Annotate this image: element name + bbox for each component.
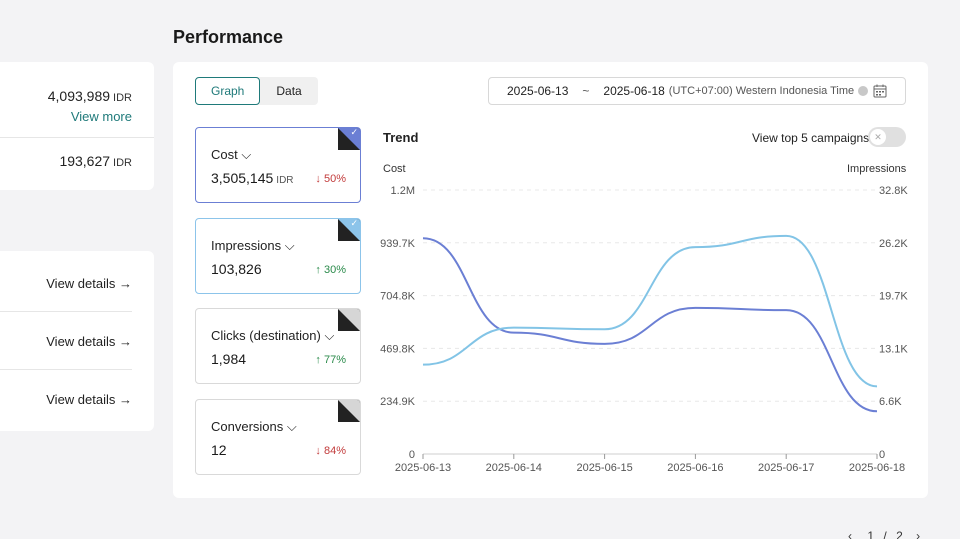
details-card: View details → View details → View detai…: [0, 251, 154, 431]
metric-label: Clicks (destination) ⌵: [211, 328, 334, 344]
metric-change: ↑ 30%: [315, 264, 346, 276]
view-details-link-1[interactable]: View details →: [46, 276, 132, 291]
x-tick-label: 2025-06-13: [395, 462, 451, 474]
selected-corner: [338, 128, 360, 150]
page-title: Performance: [173, 27, 284, 47]
x-tick-label: 2025-06-14: [486, 462, 542, 474]
y-right-tick-label: 19.7K: [879, 291, 908, 303]
chevron-down-icon: ⌵: [241, 147, 252, 162]
metric-card-clicks[interactable]: Clicks (destination) ⌵ 1,984 ↑ 77%: [195, 308, 361, 384]
metric-card-cost[interactable]: ✓ Cost ⌵ 3,505,145 IDR ↓ 50%: [195, 127, 361, 203]
metric-value: 103,826: [211, 261, 262, 277]
view-details-link-3[interactable]: View details →: [46, 392, 132, 407]
metric-change: ↑ 77%: [315, 354, 346, 366]
divider: [0, 137, 154, 138]
check-icon: ✓: [350, 127, 358, 137]
metric-label: Impressions ⌵: [211, 238, 295, 254]
y-axis-left-label: Cost: [383, 163, 406, 175]
total-pages: 2: [896, 529, 903, 539]
metric-label: Cost ⌵: [211, 147, 251, 163]
chevron-down-icon: ⌵: [324, 328, 335, 343]
metric-value-text: 1,984: [211, 351, 247, 367]
divider: [0, 311, 132, 312]
summary-second-unit: IDR: [113, 157, 132, 169]
tab-graph[interactable]: Graph: [195, 77, 261, 105]
metric-label-text: Impressions: [211, 238, 282, 253]
y-right-tick-label: 26.2K: [879, 238, 908, 250]
close-icon: ✕: [870, 129, 886, 145]
summary-top-amount: 4,093,989: [47, 88, 111, 104]
summary-top-unit: IDR: [113, 92, 132, 104]
y-right-tick-label: 0: [879, 449, 885, 461]
series-line-impressions: [422, 234, 878, 388]
metric-value: 1,984: [211, 351, 246, 367]
trend-title: Trend: [383, 130, 419, 145]
summary-second-value: 193,627 IDR: [59, 153, 132, 169]
metric-label-text: Cost: [211, 147, 238, 162]
view-more-link[interactable]: View more: [70, 109, 132, 124]
trend-chart: 0 0 234.9K 6.6K 469.8K 13.1K 704.8K 19.7K 939.7K…: [380, 185, 908, 474]
x-tick-label: 2025-06-18: [849, 462, 905, 474]
metric-label-text: Conversions: [211, 419, 284, 434]
y-left-tick-label: 469.8K: [380, 343, 416, 355]
page-slash: /: [883, 529, 887, 539]
divider: [0, 369, 132, 370]
date-end: 2025-06-18: [603, 84, 665, 98]
y-left-tick-label: 234.9K: [380, 396, 416, 408]
view-details-link-2[interactable]: View details →: [46, 334, 132, 349]
prev-page-icon[interactable]: ‹: [848, 529, 852, 539]
y-left-tick-label: 0: [409, 449, 415, 461]
date-start: 2025-06-13: [507, 84, 569, 98]
x-tick-label: 2025-06-17: [758, 462, 814, 474]
summary-top-value: 4,093,989 IDR: [48, 88, 132, 104]
metric-card-conversions[interactable]: Conversions ⌵ 12 ↓ 84%: [195, 399, 361, 475]
chevron-down-icon: ⌵: [284, 238, 295, 253]
current-page[interactable]: 1: [867, 529, 875, 539]
tab-data[interactable]: Data: [276, 84, 302, 98]
x-tick-label: 2025-06-15: [576, 462, 632, 474]
summary-card: 4,093,989 IDR View more 193,627 IDR: [0, 62, 154, 190]
x-tick-label: 2025-06-16: [667, 462, 723, 474]
pagination: ‹ 1 / 2 ›: [848, 529, 920, 539]
y-right-tick-label: 6.6K: [879, 396, 902, 408]
performance-card: Graph Data 2025-06-13 ~ 2025-06-18 (UTC+…: [173, 62, 928, 498]
y-right-tick-label: 32.8K: [879, 185, 908, 197]
view-toggle: Graph Data: [195, 77, 318, 105]
next-page-icon[interactable]: ›: [916, 529, 921, 539]
info-icon[interactable]: [858, 86, 869, 96]
metric-value-text: 3,505,145: [211, 170, 274, 186]
date-range-picker[interactable]: 2025-06-13 ~ 2025-06-18 (UTC+07:00) West…: [488, 77, 906, 105]
metric-change: ↓ 50%: [315, 173, 346, 185]
top5-label: View top 5 campaigns: [752, 131, 870, 145]
metric-label: Conversions ⌵: [211, 419, 297, 435]
metric-label-text: Clicks (destination): [211, 328, 321, 343]
y-right-tick-label: 13.1K: [879, 343, 908, 355]
top5-toggle[interactable]: ✕: [868, 127, 906, 147]
check-icon: ✓: [350, 218, 358, 228]
y-left-tick-label: 939.7K: [380, 238, 416, 250]
y-left-tick-label: 704.8K: [380, 291, 416, 303]
selected-corner: [338, 219, 360, 241]
metric-value-text: 103,826: [211, 261, 262, 277]
chevron-down-icon: ⌵: [286, 419, 297, 434]
metric-card-impressions[interactable]: ✓ Impressions ⌵ 103,826 ↑ 30%: [195, 218, 361, 294]
y-left-tick-label: 1.2M: [391, 185, 415, 197]
metric-value: 3,505,145 IDR: [211, 170, 294, 186]
metric-unit: IDR: [276, 175, 294, 186]
calendar-icon[interactable]: [873, 84, 887, 98]
y-axis-right-label: Impressions: [847, 163, 907, 175]
metric-change: ↓ 84%: [315, 445, 346, 457]
date-separator: ~: [582, 84, 590, 98]
series-line-cost: [422, 237, 878, 413]
unselected-corner: [338, 309, 360, 331]
metric-value-text: 12: [211, 442, 227, 458]
metric-value: 12: [211, 442, 227, 458]
summary-second-amount: 193,627: [59, 153, 111, 169]
unselected-corner: [338, 400, 360, 422]
timezone-label: (UTC+07:00) Western Indonesia Time: [668, 85, 855, 97]
